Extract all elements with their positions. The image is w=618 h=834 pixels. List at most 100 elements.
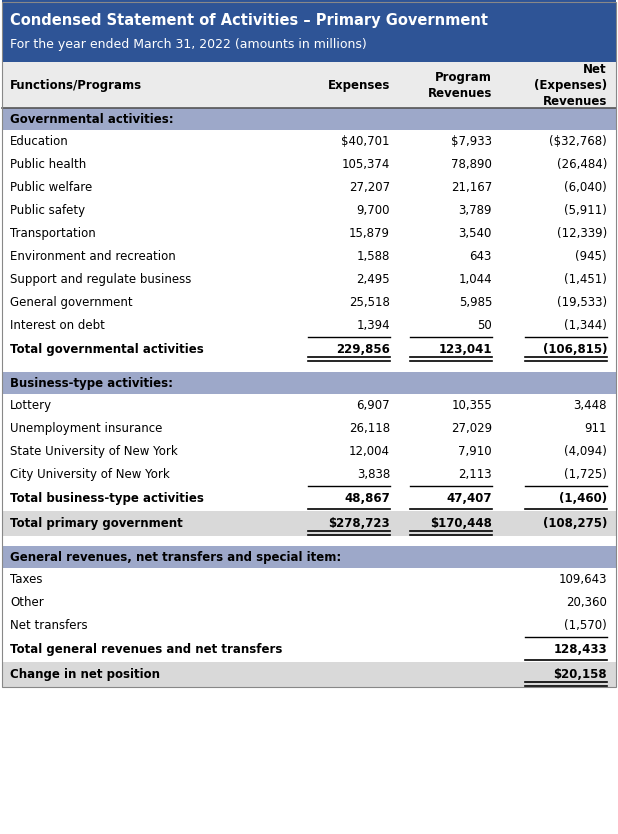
Text: 3,789: 3,789	[459, 204, 492, 217]
Bar	[2, 372, 616, 394]
Text: 20,360: 20,360	[566, 596, 607, 609]
Text: (4,094): (4,094)	[564, 445, 607, 458]
Text: Condensed Statement of Activities – Primary Government: Condensed Statement of Activities – Prim…	[10, 13, 488, 28]
Text: 9,700: 9,700	[357, 204, 390, 217]
Bar	[2, 362, 616, 372]
Text: 123,041: 123,041	[439, 343, 492, 356]
Text: Functions/Programs: Functions/Programs	[10, 78, 142, 92]
Text: (12,339): (12,339)	[557, 227, 607, 240]
Text: Total governmental activities: Total governmental activities	[10, 343, 204, 356]
Bar	[2, 62, 616, 108]
Text: Public welfare: Public welfare	[10, 181, 92, 194]
Text: ($32,768): ($32,768)	[549, 135, 607, 148]
Text: 7,910: 7,910	[459, 445, 492, 458]
Text: Education: Education	[10, 135, 69, 148]
Bar	[2, 2, 616, 687]
Bar	[2, 591, 616, 614]
Text: 78,890: 78,890	[451, 158, 492, 171]
Text: 6,907: 6,907	[357, 399, 390, 412]
Text: General revenues, net transfers and special item:: General revenues, net transfers and spec…	[10, 550, 341, 564]
Text: (5,911): (5,911)	[564, 204, 607, 217]
Text: Other: Other	[10, 596, 44, 609]
Bar	[2, 463, 616, 486]
Text: 643: 643	[470, 250, 492, 263]
Text: 2,113: 2,113	[459, 468, 492, 481]
Bar	[2, 199, 616, 222]
Text: 48,867: 48,867	[344, 492, 390, 505]
Text: Environment and recreation: Environment and recreation	[10, 250, 176, 263]
Text: 1,044: 1,044	[459, 273, 492, 286]
Text: (19,533): (19,533)	[557, 296, 607, 309]
Text: 27,029: 27,029	[451, 422, 492, 435]
Text: Total general revenues and net transfers: Total general revenues and net transfers	[10, 643, 282, 656]
Text: 26,118: 26,118	[349, 422, 390, 435]
Bar	[2, 486, 616, 511]
Text: Interest on debt: Interest on debt	[10, 319, 105, 332]
Text: (108,275): (108,275)	[543, 517, 607, 530]
Bar	[2, 337, 616, 362]
Bar	[2, 268, 616, 291]
Text: (1,451): (1,451)	[564, 273, 607, 286]
Text: 27,207: 27,207	[349, 181, 390, 194]
Bar	[2, 662, 616, 687]
Text: 2,495: 2,495	[357, 273, 390, 286]
Bar	[2, 417, 616, 440]
Text: $20,158: $20,158	[553, 668, 607, 681]
Text: 1,588: 1,588	[357, 250, 390, 263]
Text: $170,448: $170,448	[430, 517, 492, 530]
Bar	[2, 291, 616, 314]
Text: 50: 50	[477, 319, 492, 332]
Text: City University of New York: City University of New York	[10, 468, 170, 481]
Bar	[2, 0, 616, 62]
Text: (1,570): (1,570)	[564, 619, 607, 632]
Bar	[2, 546, 616, 568]
Bar	[2, 394, 616, 417]
Bar	[2, 108, 616, 130]
Bar	[2, 536, 616, 546]
Text: Transportation: Transportation	[10, 227, 96, 240]
Text: Expenses: Expenses	[328, 78, 390, 92]
Bar	[2, 176, 616, 199]
Text: Unemployment insurance: Unemployment insurance	[10, 422, 163, 435]
Text: (6,040): (6,040)	[564, 181, 607, 194]
Text: Net
(Expenses)
Revenues: Net (Expenses) Revenues	[534, 63, 607, 108]
Text: Governmental activities:: Governmental activities:	[10, 113, 174, 125]
Text: Net transfers: Net transfers	[10, 619, 88, 632]
Text: 3,540: 3,540	[459, 227, 492, 240]
Bar	[2, 222, 616, 245]
Text: 47,407: 47,407	[446, 492, 492, 505]
Text: Total primary government: Total primary government	[10, 517, 183, 530]
Text: Public safety: Public safety	[10, 204, 85, 217]
Text: (1,460): (1,460)	[559, 492, 607, 505]
Text: Support and regulate business: Support and regulate business	[10, 273, 192, 286]
Text: $278,723: $278,723	[328, 517, 390, 530]
Text: (106,815): (106,815)	[543, 343, 607, 356]
Text: 109,643: 109,643	[559, 573, 607, 586]
Bar	[2, 637, 616, 662]
Bar	[2, 245, 616, 268]
Text: Taxes: Taxes	[10, 573, 43, 586]
Text: Lottery: Lottery	[10, 399, 52, 412]
Text: (1,725): (1,725)	[564, 468, 607, 481]
Text: Change in net position: Change in net position	[10, 668, 160, 681]
Text: 229,856: 229,856	[336, 343, 390, 356]
Bar	[2, 440, 616, 463]
Text: 10,355: 10,355	[451, 399, 492, 412]
Text: 3,838: 3,838	[357, 468, 390, 481]
Text: 3,448: 3,448	[574, 399, 607, 412]
Bar	[2, 314, 616, 337]
Text: 15,879: 15,879	[349, 227, 390, 240]
Bar	[2, 614, 616, 637]
Text: $7,933: $7,933	[451, 135, 492, 148]
Bar	[2, 130, 616, 153]
Text: 5,985: 5,985	[459, 296, 492, 309]
Text: 105,374: 105,374	[342, 158, 390, 171]
Text: Program
Revenues: Program Revenues	[428, 71, 492, 99]
Text: (26,484): (26,484)	[557, 158, 607, 171]
Text: 25,518: 25,518	[349, 296, 390, 309]
Text: Total business-type activities: Total business-type activities	[10, 492, 204, 505]
Text: For the year ended March 31, 2022 (amounts in millions): For the year ended March 31, 2022 (amoun…	[10, 38, 366, 51]
Text: 128,433: 128,433	[553, 643, 607, 656]
Bar	[2, 153, 616, 176]
Text: (945): (945)	[575, 250, 607, 263]
